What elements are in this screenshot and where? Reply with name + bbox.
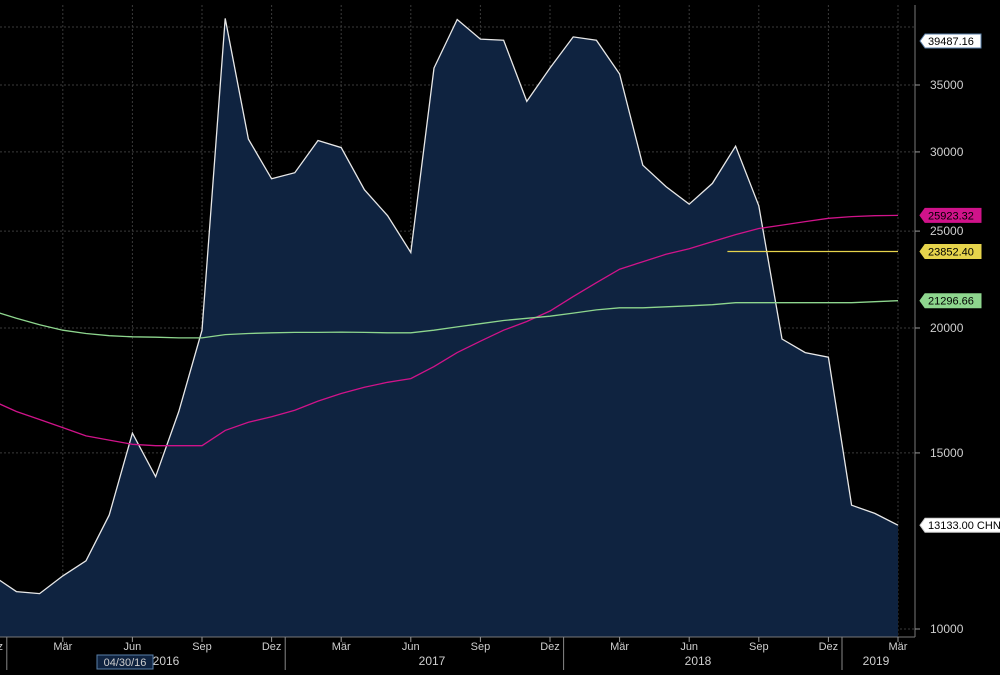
price-line bbox=[0, 18, 899, 595]
moving-average-short-line bbox=[0, 214, 899, 447]
year-label: 2017 bbox=[419, 654, 446, 668]
x-tick-label: Sep bbox=[192, 641, 212, 653]
ma-long-value-tag-box bbox=[919, 293, 982, 309]
year-label: 2018 bbox=[685, 654, 712, 668]
x-tick-label: Sep bbox=[471, 641, 491, 653]
y-tick-label: 35000 bbox=[930, 78, 964, 92]
x-tick-label: Mär bbox=[53, 641, 72, 653]
ma-long-value-tag: 21296.66 bbox=[919, 293, 982, 309]
last-price-tag-text: 13133.00 CHN bbox=[928, 520, 1000, 532]
x-tick-label: Sep bbox=[749, 641, 769, 653]
axis-layer: 10000 15000 20000 25000 30000 35000 Dez Mär Jun S… bbox=[0, 5, 964, 670]
y-tick-label: 25000 bbox=[930, 224, 964, 238]
x-tick-label: Dez bbox=[819, 641, 839, 653]
moving-average-long-line bbox=[0, 300, 899, 339]
x-tick-label: Mär bbox=[610, 641, 629, 653]
date-tag-box bbox=[96, 654, 154, 670]
x-tick-label: Jun bbox=[402, 641, 420, 653]
x-tick-label: Mär bbox=[889, 641, 908, 653]
y-tick-label: 30000 bbox=[930, 145, 964, 159]
last-price-tag: 13133.00 CHN bbox=[919, 517, 1000, 533]
y-tick-label: 15000 bbox=[930, 446, 964, 460]
level-line-value-tag-text: 23852.40 bbox=[928, 247, 974, 259]
last-high-tag: 39487.16 bbox=[919, 33, 982, 49]
ma-short-value-tag-text: 25923.32 bbox=[928, 210, 974, 222]
x-tick-label: Dez bbox=[262, 641, 282, 653]
ma-short-value-tag-box bbox=[919, 207, 982, 223]
tag-layer: 04/30/16 39487.16 25923.32 23852.40 21296.66… bbox=[96, 33, 1000, 670]
last-high-tag-text: 39487.16 bbox=[928, 36, 974, 48]
x-tick-label: Jun bbox=[680, 641, 698, 653]
ma-long-value-tag-text: 21296.66 bbox=[928, 296, 974, 308]
ma-short-value-tag: 25923.32 bbox=[919, 207, 982, 223]
y-tick-label: 10000 bbox=[930, 622, 964, 636]
x-tick-label: Dez bbox=[540, 641, 560, 653]
x-tick-label: Jun bbox=[124, 641, 142, 653]
line-layer bbox=[0, 18, 899, 595]
y-tick-label: 20000 bbox=[930, 321, 964, 335]
level-line-value-tag-box bbox=[919, 244, 982, 260]
x-tick-label: Dez bbox=[0, 641, 3, 653]
date-tag-text: 04/30/16 bbox=[104, 657, 147, 669]
level-line-value-tag: 23852.40 bbox=[919, 244, 982, 260]
last-high-tag-box bbox=[919, 33, 982, 49]
year-label: 2016 bbox=[153, 654, 180, 668]
date-tag: 04/30/16 bbox=[96, 654, 154, 670]
year-label: 2019 bbox=[863, 654, 890, 668]
last-price-tag-box bbox=[919, 517, 1000, 533]
x-tick-label: Mär bbox=[332, 641, 351, 653]
